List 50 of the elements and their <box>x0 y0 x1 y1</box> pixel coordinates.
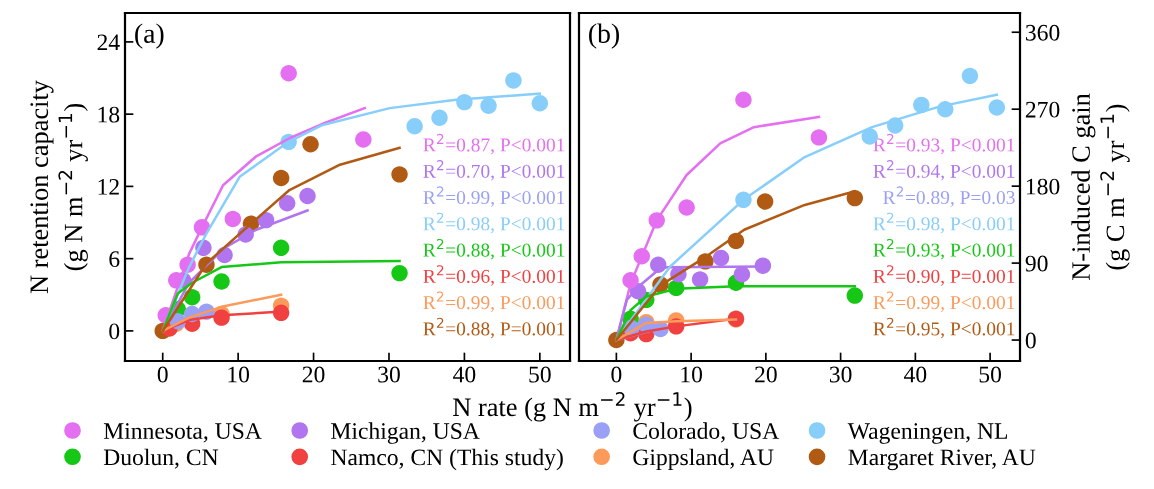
legend-label: Namco, CN (This study) <box>331 448 563 471</box>
annotation: R$^{2}$=0.98, P<0.001 <box>423 212 565 234</box>
annotation: R$^{2}$=0.98, P<0.001 <box>873 212 1015 234</box>
annotation: R$^{2}$=0.94, P<0.001 <box>873 160 1015 181</box>
y2-tick-label: 0 <box>1025 332 1036 349</box>
annotation: R$^{2}$=0.87, P<0.001 <box>423 133 565 155</box>
legend-label: Wageningen, NL <box>847 423 1007 444</box>
y-tick-label: 18 <box>98 106 120 123</box>
annotation: R$^{2}$=0.99, P<0.001 <box>423 291 565 312</box>
legend-label: Gippsland, AU <box>633 448 774 471</box>
y-tick-label: 0 <box>109 323 120 340</box>
annotation: R$^{2}$=0.93, P<0.001 <box>873 238 1015 260</box>
annotation: (b) <box>589 23 619 49</box>
annotation: R$^{2}$=0.88, P=0.001 <box>423 317 565 339</box>
x-tick-label: 0 <box>157 366 168 383</box>
legend-label: Duolun, CN <box>103 448 219 469</box>
x-tick-label: 10 <box>681 366 703 383</box>
y2-tick-label: 360 <box>1025 24 1060 41</box>
annotation: R$^{2}$=0.99, P<0.001 <box>423 186 565 207</box>
annotation: R$^{2}$=0.90, P=0.001 <box>873 265 1015 286</box>
x-axis-title: N rate (g N m$^{−2}$ yr$^{−1}$) <box>453 392 692 422</box>
y-axis-title: N retention capacity (g N m$^{−2}$ yr$^{−1}$) <box>30 80 88 294</box>
legend-label: Margaret River, AU <box>848 449 1036 471</box>
x-tick-label: 20 <box>755 366 777 383</box>
x-tick-label: 50 <box>529 366 551 383</box>
annotation: R$^{2}$=0.70, P<0.001 <box>423 160 565 181</box>
legend-label: Colorado, USA <box>633 422 780 443</box>
x-tick-label: 0 <box>611 366 622 383</box>
y-tick-label: 24 <box>97 34 120 51</box>
x-tick-label: 30 <box>829 366 852 383</box>
y-tick-label: 12 <box>98 178 119 195</box>
y2-tick-label: 180 <box>1026 178 1060 195</box>
annotation: (a) <box>135 23 164 49</box>
x-tick-label: 20 <box>302 366 325 383</box>
y2-tick-label: 270 <box>1025 101 1060 118</box>
y2-axis-title: N-induced C gain (g C m$^{−2}$ yr$^{−1}$) <box>1071 93 1130 281</box>
x-tick-label: 40 <box>904 366 927 383</box>
annotation: R$^{2}$=0.88, P<0.001 <box>423 238 565 260</box>
y-tick-label: 6 <box>109 251 120 268</box>
annotation: R$^{2}$=0.96, P<0.001 <box>423 265 565 286</box>
x-tick-label: 30 <box>378 366 400 383</box>
x-tick-label: 50 <box>979 366 1002 383</box>
annotation: R$^{2}$=0.95, P<0.001 <box>873 317 1015 339</box>
legend-label: Michigan, USA <box>331 422 480 444</box>
y2-tick-label: 90 <box>1025 255 1048 272</box>
x-tick-label: 10 <box>228 366 250 383</box>
legend-label: Minnesota, USA <box>103 423 262 443</box>
x-tick-label: 40 <box>453 366 476 383</box>
annotation: R$^{2}$=0.89, P=0.03 <box>883 186 1015 207</box>
annotation: R$^{2}$=0.99, P<0.001 <box>873 291 1015 312</box>
